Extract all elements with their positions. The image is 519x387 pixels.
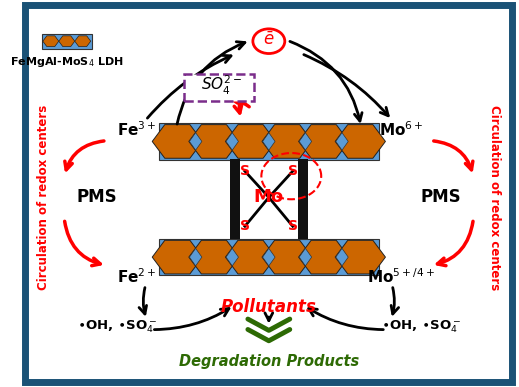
Polygon shape: [226, 248, 238, 266]
Text: Circulation of redox centers: Circulation of redox centers: [37, 105, 50, 290]
Text: S: S: [288, 219, 298, 233]
Polygon shape: [189, 248, 202, 266]
Polygon shape: [336, 248, 348, 266]
Text: S: S: [240, 219, 250, 233]
Polygon shape: [263, 248, 275, 266]
FancyBboxPatch shape: [42, 34, 92, 48]
Polygon shape: [189, 133, 202, 150]
Text: Mo$^{5+/4+}$: Mo$^{5+/4+}$: [367, 267, 435, 286]
Text: Fe$^{2+}$: Fe$^{2+}$: [117, 267, 156, 286]
Bar: [230, 159, 235, 239]
FancyBboxPatch shape: [25, 5, 512, 382]
Text: Mo$^{6+}$: Mo$^{6+}$: [379, 120, 424, 139]
Text: Degradation Products: Degradation Products: [179, 354, 359, 369]
Bar: [303, 159, 307, 239]
Text: $\mathit{SO_4^{2-}}$: $\mathit{SO_4^{2-}}$: [201, 74, 242, 97]
Text: PMS: PMS: [421, 188, 461, 206]
Text: $\bar{e}$: $\bar{e}$: [263, 31, 275, 49]
FancyBboxPatch shape: [159, 239, 378, 276]
FancyBboxPatch shape: [159, 123, 378, 160]
Text: Pollutants: Pollutants: [221, 298, 317, 316]
Circle shape: [253, 29, 285, 53]
Text: S: S: [288, 164, 298, 178]
Text: Mo: Mo: [254, 188, 284, 206]
Polygon shape: [299, 248, 311, 266]
Text: S: S: [240, 164, 250, 178]
Text: $\bullet$OH, $\bullet$SO$_4^-$: $\bullet$OH, $\bullet$SO$_4^-$: [381, 318, 461, 335]
Polygon shape: [263, 133, 275, 150]
Text: PMS: PMS: [76, 188, 117, 206]
Polygon shape: [226, 133, 238, 150]
FancyBboxPatch shape: [184, 74, 254, 101]
Text: $\bullet$OH, $\bullet$SO$_4^-$: $\bullet$OH, $\bullet$SO$_4^-$: [77, 318, 157, 335]
Bar: [235, 159, 240, 239]
Text: FeMgAl-MoS$_4$ LDH: FeMgAl-MoS$_4$ LDH: [10, 55, 124, 69]
Polygon shape: [299, 133, 311, 150]
Text: Circulation of redox centers: Circulation of redox centers: [488, 105, 501, 290]
Polygon shape: [336, 133, 348, 150]
Text: Fe$^{3+}$: Fe$^{3+}$: [117, 120, 156, 139]
Bar: [298, 159, 303, 239]
